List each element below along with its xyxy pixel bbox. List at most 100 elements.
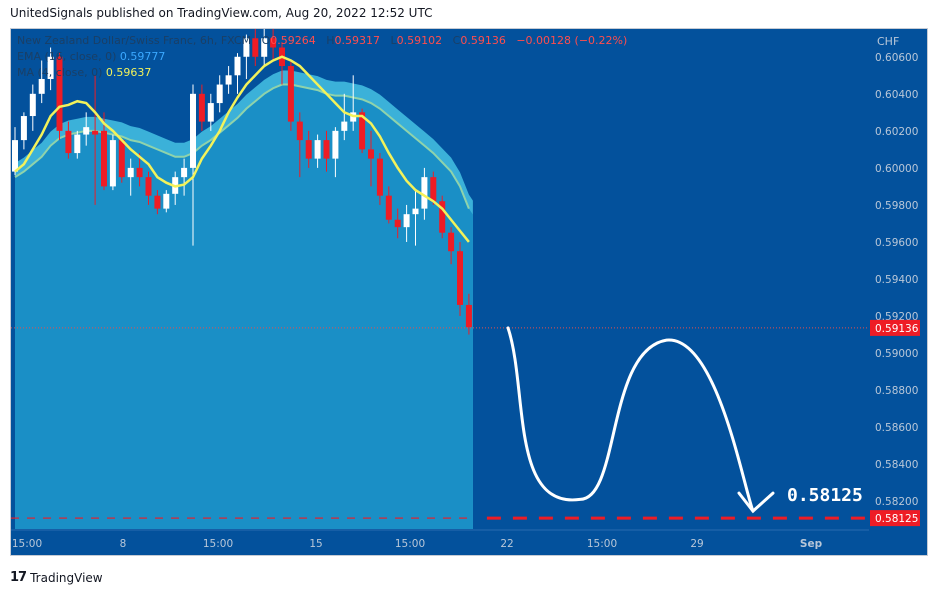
legend-ma-label: MA (4, close, 0) xyxy=(17,66,103,79)
y-tick-label: 0.59800 xyxy=(875,200,918,212)
legend-open-value: 0.59264 xyxy=(270,34,316,47)
projection-curve xyxy=(506,326,755,513)
candle-body xyxy=(38,79,45,94)
candle-body xyxy=(101,130,107,187)
target-price-badge-bg xyxy=(870,510,920,527)
candle-body xyxy=(252,38,259,57)
y-tick-label: 0.60000 xyxy=(875,163,918,175)
candle-body xyxy=(305,140,312,159)
candle-body xyxy=(243,38,250,57)
publish-info: UnitedSignals published on TradingView.c… xyxy=(10,6,433,20)
ma-line xyxy=(14,55,470,243)
candle-body xyxy=(47,56,54,79)
candle-body xyxy=(368,149,374,159)
candle-body xyxy=(457,251,463,305)
legend-symbol-row: New Zealand Dollar/Swiss Franc, 6h, FXCM… xyxy=(17,33,627,49)
y-axis-unit: CHF xyxy=(877,35,899,48)
y-tick-label: 0.60200 xyxy=(875,126,918,138)
candle-body xyxy=(190,93,196,168)
y-tick-label: 0.60400 xyxy=(875,89,918,101)
candle-body xyxy=(118,140,125,178)
legend-symbol[interactable]: New Zealand Dollar/Swiss Franc, 6h, FXCM xyxy=(17,34,252,47)
candle-body xyxy=(12,140,18,172)
footer-brand: TradingView xyxy=(30,570,103,585)
candle-body xyxy=(448,232,455,252)
x-tick-label: 22 xyxy=(500,538,513,550)
candle-body xyxy=(83,127,90,135)
legend-ma-row[interactable]: MA (4, close, 0) 0.59637 xyxy=(17,65,627,81)
last-price-badge: 0.59136 xyxy=(875,323,919,335)
x-tick-label: 15:00 xyxy=(12,538,42,550)
candle-body xyxy=(261,38,268,57)
candle-body xyxy=(56,56,63,131)
candle-body xyxy=(376,158,383,196)
candle-body xyxy=(394,219,401,228)
ema-line xyxy=(14,83,470,210)
candle-body xyxy=(465,304,472,328)
ema-area-fill xyxy=(15,84,473,530)
candle-body xyxy=(109,140,116,187)
candle-body xyxy=(412,208,419,215)
candle-body xyxy=(403,214,410,228)
candle-body xyxy=(332,130,339,159)
target-price-badge: 0.58125 xyxy=(875,513,918,525)
candle-body xyxy=(385,195,392,220)
legend-ma-value: 0.59637 xyxy=(105,66,152,79)
candle-body xyxy=(323,140,330,159)
y-tick-label: 0.59600 xyxy=(875,237,918,249)
y-tick-label: 0.59000 xyxy=(875,348,918,360)
y-tick-label: 0.59400 xyxy=(875,274,918,286)
candle-body xyxy=(145,177,152,196)
target-annotation: 0.58125 xyxy=(787,485,863,506)
candle-body xyxy=(270,38,277,48)
tradingview-logo-icon: 17 xyxy=(10,570,27,585)
x-tick-label: 15 xyxy=(309,538,322,550)
x-tick-label: 15:00 xyxy=(395,538,425,550)
legend-high-value: 0.59317 xyxy=(334,34,381,47)
legend-change: −0.00128 (−0.22%) xyxy=(516,34,628,47)
chart-legend: New Zealand Dollar/Swiss Franc, 6h, FXCM… xyxy=(17,33,627,81)
x-tick-label: 8 xyxy=(120,538,127,550)
x-tick-label: 15:00 xyxy=(203,538,233,550)
candle-body xyxy=(341,121,348,131)
candle-body xyxy=(29,93,36,117)
candle-body xyxy=(314,140,321,159)
x-tick-label: 29 xyxy=(690,538,703,550)
y-tick-label: 0.58400 xyxy=(875,459,918,471)
legend-low-label: L xyxy=(390,34,397,47)
legend-ema-value: 0.59777 xyxy=(119,50,166,63)
candle-body xyxy=(287,66,294,122)
candle-body xyxy=(74,134,81,154)
footer[interactable]: 17 TradingView xyxy=(10,570,103,585)
legend-close-label: C xyxy=(452,34,461,47)
candle-body xyxy=(430,177,437,202)
projection-arrowhead xyxy=(737,491,775,514)
y-tick-label: 0.60600 xyxy=(875,52,918,64)
y-tick-label: 0.58800 xyxy=(875,385,918,397)
candle-body xyxy=(154,195,161,209)
y-tick-label: 0.58200 xyxy=(875,496,918,508)
y-tick-label: 0.58600 xyxy=(875,422,918,434)
candle-body xyxy=(225,75,232,85)
legend-close-value: 0.59136 xyxy=(460,34,506,47)
legend-low-value: 0.59102 xyxy=(396,34,443,47)
candle-body xyxy=(136,167,143,178)
candle-body xyxy=(296,121,303,141)
legend-ema-label: EMA (16, close, 0) xyxy=(17,50,117,63)
legend-high-label: H xyxy=(326,34,335,47)
candle-body xyxy=(20,116,27,141)
candle-body xyxy=(207,103,214,122)
candle-body xyxy=(359,112,366,150)
candle-body xyxy=(65,130,72,154)
chart-frame[interactable]: 0.58125 0.60600 0.60400 0.60200 0.60000 0.598… xyxy=(10,28,928,556)
candle-body xyxy=(421,177,428,209)
candle-body xyxy=(92,130,99,135)
x-tick-label: Sep xyxy=(800,538,823,550)
candle-body xyxy=(198,93,205,122)
price-chart[interactable]: 0.58125 0.60600 0.60400 0.60200 0.60000 0.598… xyxy=(11,29,927,555)
candle-body xyxy=(439,201,446,233)
x-tick-label: 15:00 xyxy=(587,538,617,550)
candle-body xyxy=(127,167,134,178)
legend-ema-row[interactable]: EMA (16, close, 0) 0.59777 xyxy=(17,49,627,65)
candle-body xyxy=(163,193,170,209)
